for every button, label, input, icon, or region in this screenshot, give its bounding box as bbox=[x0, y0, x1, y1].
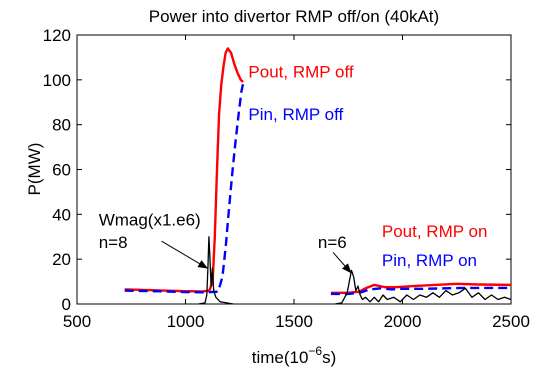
series-line-pout-rmp-on bbox=[330, 282, 511, 294]
annotation-layer: Pout, RMP off Pin, RMP off Wmag(x1.e6) n=8 n… bbox=[99, 63, 488, 274]
x-tick-label: 2000 bbox=[384, 312, 422, 331]
x-axis-label: time(10−6s) bbox=[252, 344, 337, 367]
annotation-pout-on: Pout, RMP on bbox=[382, 222, 488, 241]
y-tick-label: 100 bbox=[43, 71, 71, 90]
series-line-wmag-x1-e6 bbox=[198, 236, 234, 304]
annotation-pin-on: Pin, RMP on bbox=[382, 251, 477, 270]
series-line-pin-rmp-on bbox=[330, 286, 511, 296]
chart-title: Power into divertor RMP off/on (40kAt) bbox=[149, 7, 439, 26]
x-tick-label: 1000 bbox=[167, 312, 205, 331]
axis-ticks: 500 1000 1500 2000 2500 0 20 40 60 80 100 120 bbox=[43, 26, 530, 331]
y-tick-label: 120 bbox=[43, 26, 71, 45]
annotation-arrow-2 bbox=[332, 252, 352, 274]
annotation-n6: n=6 bbox=[318, 233, 347, 252]
y-tick-label: 40 bbox=[52, 205, 71, 224]
series-line-wmag-rmp-on bbox=[335, 269, 511, 304]
y-tick-label: 0 bbox=[62, 295, 71, 314]
y-tick-label: 20 bbox=[52, 250, 71, 269]
y-axis-label: P(MW) bbox=[25, 143, 44, 196]
y-tick-label: 80 bbox=[52, 116, 71, 135]
x-axis-label-main: time(10 bbox=[252, 348, 309, 367]
annotation-wmag: Wmag(x1.e6) bbox=[99, 211, 201, 230]
annotation-n8: n=8 bbox=[99, 233, 128, 252]
x-axis-label-tail: s) bbox=[322, 348, 336, 367]
x-axis-label-exponent: −6 bbox=[308, 344, 322, 358]
y-tick-label: 60 bbox=[52, 161, 71, 180]
annotation-pout-off: Pout, RMP off bbox=[248, 63, 353, 82]
x-tick-label: 2500 bbox=[492, 312, 530, 331]
x-tick-label: 1500 bbox=[275, 312, 313, 331]
series-layer bbox=[124, 47, 511, 304]
annotation-arrow-1 bbox=[161, 240, 209, 269]
series-line-pin-rmp-off bbox=[124, 84, 245, 294]
annotation-pin-off: Pin, RMP off bbox=[248, 105, 343, 124]
x-tick-label: 500 bbox=[63, 312, 91, 331]
